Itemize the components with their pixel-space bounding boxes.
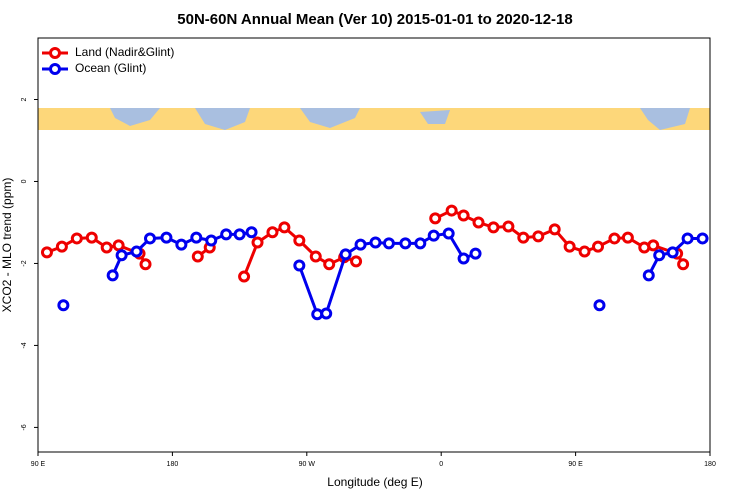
point (266, 226, 279, 239)
point (578, 245, 591, 258)
x-tick-label: 90 E (568, 461, 583, 468)
point (160, 231, 173, 244)
x-axis-label: Longitude (deg E) (327, 475, 422, 489)
point (517, 231, 530, 244)
point (696, 232, 709, 245)
point (339, 248, 352, 261)
point (653, 249, 666, 262)
point (666, 246, 679, 259)
point (293, 234, 306, 247)
point (457, 209, 470, 222)
point (487, 221, 500, 234)
y-axis-label: XCO2 - MLO trend (ppm) (0, 178, 14, 313)
point (399, 237, 412, 250)
point (369, 236, 382, 249)
point (293, 259, 306, 272)
y-tick-label: 0 (21, 179, 28, 183)
point (647, 239, 660, 252)
point (323, 258, 336, 271)
point (278, 221, 291, 234)
point (40, 246, 53, 259)
point (309, 250, 322, 263)
point (106, 269, 119, 282)
point (220, 228, 233, 241)
point (472, 216, 485, 229)
point (350, 255, 363, 268)
point (55, 240, 68, 253)
point (442, 227, 455, 240)
point (608, 232, 621, 245)
point (621, 231, 634, 244)
point (205, 234, 218, 247)
x-tick-label: 90 E (31, 461, 46, 468)
point (70, 232, 83, 245)
point (100, 241, 113, 254)
legend-label: Ocean (Glint) (75, 61, 146, 75)
y-tick-label: 2 (21, 97, 28, 101)
point (57, 299, 70, 312)
point (427, 229, 440, 242)
point (238, 270, 251, 283)
y-tick-label: -4 (21, 342, 28, 348)
x-tick-label: 90 W (299, 461, 316, 468)
legend-label: Land (Nadir&Glint) (75, 45, 174, 59)
point (429, 212, 442, 225)
point (245, 226, 258, 239)
point (532, 230, 545, 243)
y-tick-label: -2 (21, 260, 28, 266)
point (144, 232, 156, 245)
point (445, 204, 458, 217)
x-tick-label: 180 (167, 461, 179, 468)
point (175, 238, 188, 251)
point (251, 236, 264, 249)
point (592, 240, 604, 253)
plot-frame (37, 37, 711, 453)
point (139, 258, 152, 271)
point (112, 239, 125, 252)
point (414, 237, 427, 250)
y-tick-label: -6 (21, 424, 28, 430)
point (681, 232, 694, 245)
chart-title: 50N-60N Annual Mean (Ver 10) 2015-01-01 … (177, 11, 572, 28)
x-tick-label: 0 (439, 461, 443, 468)
point (469, 247, 482, 260)
point (115, 249, 128, 262)
point (382, 237, 395, 250)
point (677, 258, 690, 271)
point (85, 231, 98, 244)
point (502, 220, 515, 233)
point (593, 299, 606, 312)
series-line (46, 209, 685, 278)
point (548, 223, 561, 236)
legend-marker (49, 63, 61, 75)
x-tick-label: 180 (704, 461, 716, 468)
point (320, 307, 333, 320)
point (233, 228, 246, 241)
legend-marker (49, 47, 61, 59)
point (190, 231, 203, 244)
point (563, 240, 576, 253)
point (354, 238, 367, 251)
point (457, 252, 470, 265)
point (130, 245, 143, 258)
point (191, 250, 204, 263)
point (642, 269, 655, 282)
map-shapes (110, 108, 690, 130)
